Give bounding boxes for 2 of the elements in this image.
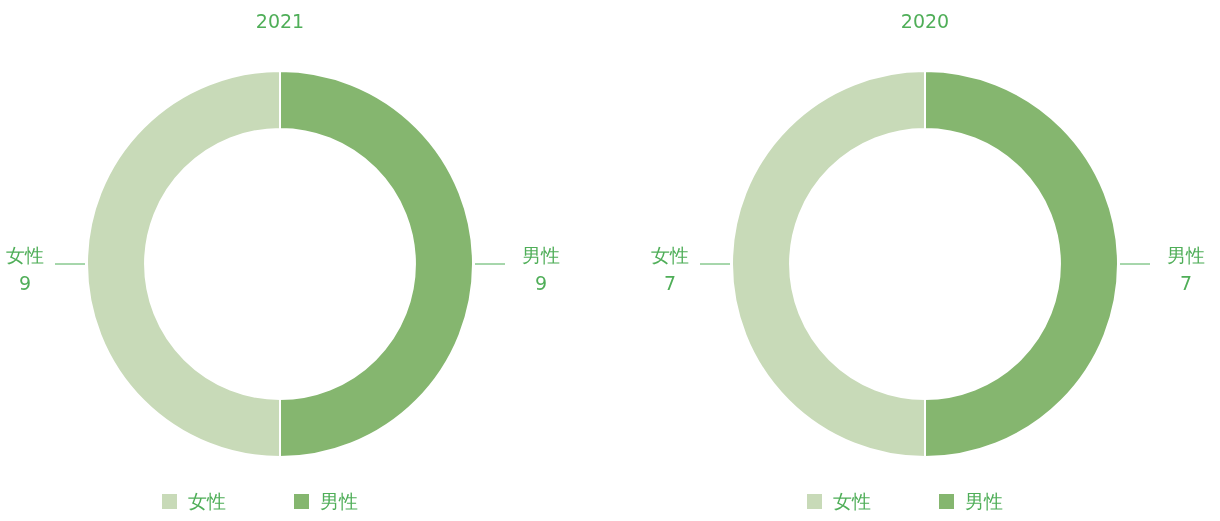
title: 2021 xyxy=(255,10,305,32)
title: 2020 xyxy=(900,10,950,32)
